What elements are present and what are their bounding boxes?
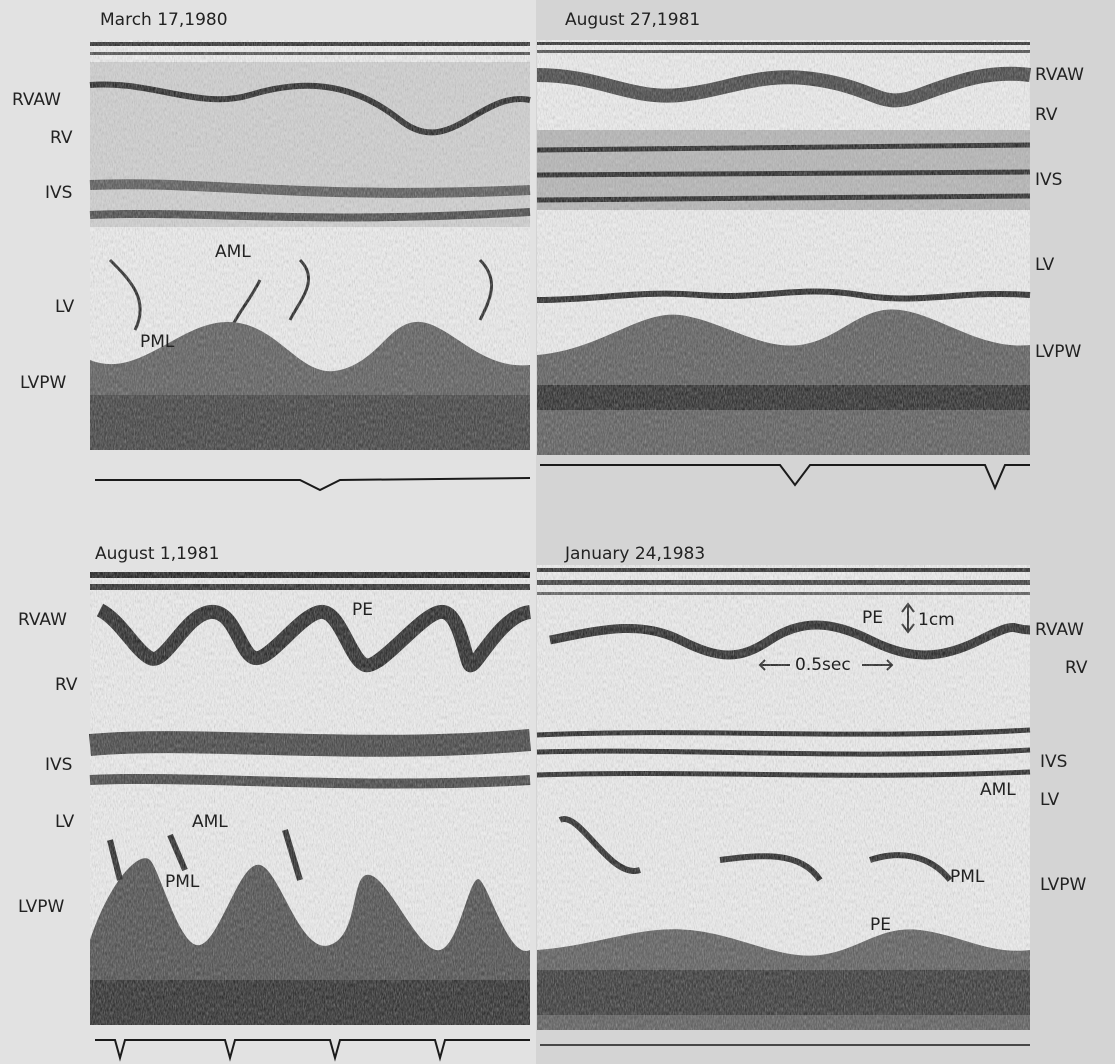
structure-label: RVAW [18, 610, 67, 630]
panel-date: August 27,1981 [565, 10, 700, 30]
structure-label: RV [1065, 658, 1088, 678]
panel-date: March 17,1980 [100, 10, 228, 30]
annotation: AML [192, 812, 228, 832]
echo-panel [536, 40, 1031, 491]
annotation: 0.5sec [795, 655, 851, 675]
structure-label: RV [50, 128, 73, 148]
structure-label: LV [1035, 255, 1055, 275]
structure-label: LV [55, 297, 75, 317]
annotation: AML [215, 242, 251, 262]
structure-label: RV [55, 675, 78, 695]
structure-label: LV [55, 812, 75, 832]
structure-label: LVPW [1035, 342, 1081, 362]
echo-panel [89, 40, 531, 492]
structure-label: LV [1040, 790, 1060, 810]
structure-label: IVS [1040, 752, 1067, 772]
structure-label: IVS [1035, 170, 1062, 190]
echo-panel [536, 565, 1031, 1046]
structure-label: LVPW [1040, 875, 1086, 895]
structure-label: IVS [45, 755, 72, 775]
annotation: PE [862, 608, 883, 628]
structure-label: RVAW [12, 90, 61, 110]
structure-label: IVS [45, 183, 72, 203]
annotation: PE [870, 915, 891, 935]
panel-date: January 24,1983 [564, 544, 705, 564]
annotation: PML [165, 872, 200, 892]
structure-label: RVAW [1035, 65, 1084, 85]
structure-label: RVAW [1035, 620, 1084, 640]
annotation: PML [950, 867, 985, 887]
panel-date: August 1,1981 [95, 544, 219, 564]
structure-label: LVPW [20, 373, 66, 393]
annotation: PML [140, 332, 175, 352]
annotation: AML [980, 780, 1016, 800]
structure-label: LVPW [18, 897, 64, 917]
structure-label: RV [1035, 105, 1058, 125]
annotation: PE [352, 600, 373, 620]
echo-panel [89, 570, 532, 1062]
annotation: 1cm [918, 610, 955, 630]
